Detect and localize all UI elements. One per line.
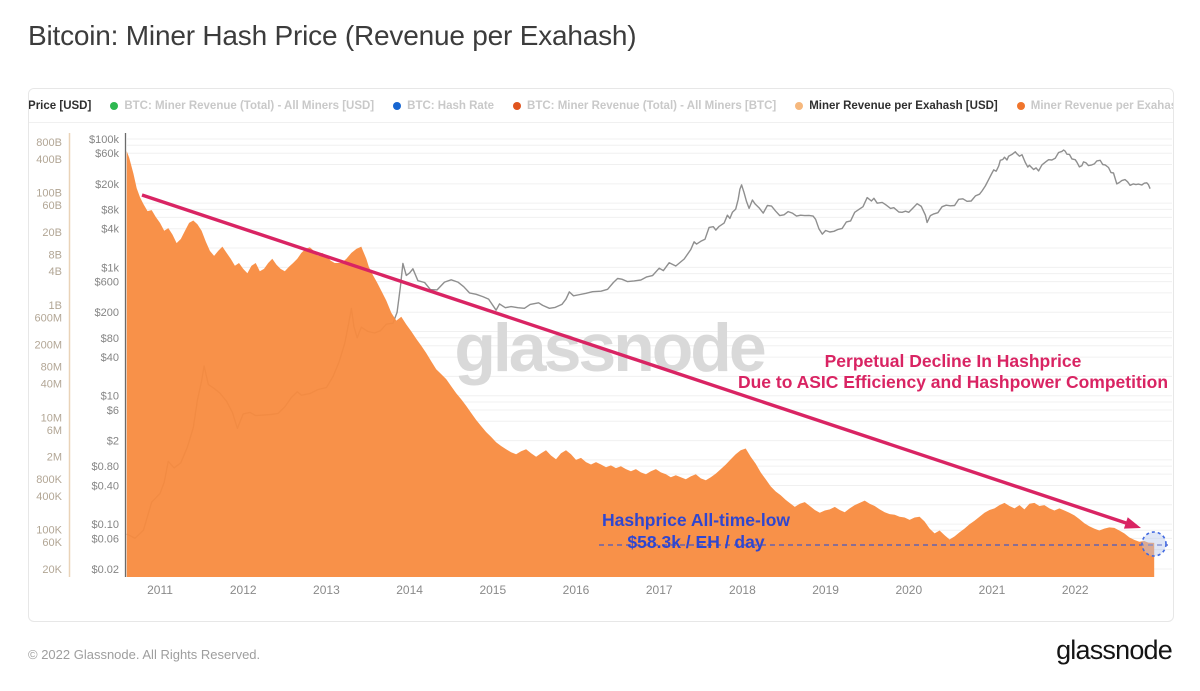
page-title: Bitcoin: Miner Hash Price (Revenue per E… <box>28 20 637 51</box>
glassnode-logo: glassnode <box>1056 635 1173 665</box>
eh-axis-tick: 400K <box>36 491 62 503</box>
legend-item-3[interactable]: BTC: Miner Revenue (Total) - All Miners … <box>513 100 776 112</box>
eh-axis-tick: 60B <box>42 200 62 212</box>
usd-axis-tick: $0.40 <box>91 480 119 492</box>
atl-annotation: $58.3k / EH / day <box>627 532 764 552</box>
year-axis-tick: 2021 <box>979 583 1006 597</box>
eh-axis-tick: 4B <box>49 266 62 278</box>
legend-series-dot <box>1016 101 1025 110</box>
year-axis-tick: 2013 <box>313 583 340 597</box>
eh-axis-tick: 20B <box>42 227 62 239</box>
legend: BTC: Price [USD] BTC: Miner Revenue (Tota… <box>29 89 1173 123</box>
atl-highlight-circle <box>1141 531 1167 557</box>
eh-axis-tick: 10M <box>41 412 62 424</box>
legend-item-label: Miner Revenue per Exahash [BTC] <box>1030 99 1173 112</box>
usd-axis-tick: $80 <box>101 333 119 345</box>
year-axis-tick: 2018 <box>729 583 756 597</box>
year-axis-tick: 2016 <box>563 583 590 597</box>
eh-axis-tick: 2M <box>47 452 62 464</box>
usd-axis-tick: $6 <box>107 405 119 417</box>
legend-series-dot <box>393 101 402 110</box>
eh-axis-tick: 80M <box>41 362 62 374</box>
legend-series-dot <box>795 101 804 110</box>
eh-axis-tick: 400B <box>36 154 62 166</box>
usd-axis-tick: $60k <box>95 148 119 160</box>
usd-axis-tick: $0.02 <box>91 564 119 576</box>
eh-axis-tick: 600M <box>34 313 62 325</box>
legend-item-2[interactable]: BTC: Hash Rate <box>393 100 494 112</box>
usd-axis-tick: $20k <box>95 179 119 191</box>
usd-axis-tick: $0.10 <box>91 519 119 531</box>
legend-series-dot <box>513 101 522 110</box>
atl-annotation: Hashprice All-time-low <box>602 510 790 530</box>
usd-axis-tick: $100k <box>89 134 119 146</box>
usd-axis-tick: $2 <box>107 436 119 448</box>
trend-arrow-line <box>141 193 1130 526</box>
eh-axis-tick: 800B <box>36 137 62 149</box>
usd-axis-tick: $600 <box>95 277 119 289</box>
legend-series-dot <box>110 101 119 110</box>
year-axis-tick: 2020 <box>895 583 922 597</box>
usd-axis-tick: $10 <box>101 391 119 403</box>
year-axis-tick: 2022 <box>1062 583 1089 597</box>
legend-item-5[interactable]: Miner Revenue per Exahash [BTC] <box>1016 99 1173 112</box>
year-axis-tick: 2015 <box>479 583 506 597</box>
eh-axis-tick: 8B <box>49 249 62 261</box>
eh-axis-tick: 40M <box>41 379 62 391</box>
year-axis-tick: 2017 <box>646 583 673 597</box>
year-axis-tick: 2011 <box>147 583 173 597</box>
glassnode-watermark: glassnode <box>454 310 764 386</box>
usd-axis-tick: $4k <box>101 224 119 236</box>
usd-axis-tick: $0.06 <box>91 533 119 545</box>
eh-axis-tick: 100K <box>36 525 62 537</box>
eh-axis-tick: 6M <box>47 425 62 437</box>
usd-axis-tick: $0.80 <box>91 461 119 473</box>
eh-axis-tick: 800K <box>36 474 62 486</box>
year-axis-tick: 2014 <box>396 583 423 597</box>
usd-axis-tick: $8k <box>101 204 119 216</box>
eh-axis-tick: 200M <box>34 339 62 351</box>
chart-card: BTC: Price [USD] BTC: Miner Revenue (Tota… <box>28 88 1174 622</box>
trend-arrow-head <box>1123 517 1141 529</box>
perpetual-decline-annotation: Perpetual Decline In Hashprice <box>825 351 1082 371</box>
year-axis-tick: 2019 <box>812 583 839 597</box>
legend-item-label: BTC: Hash Rate <box>407 99 495 112</box>
usd-axis-tick: $40 <box>101 352 119 364</box>
legend-item-label: Miner Revenue per Exahash [USD] <box>809 99 998 112</box>
legend-item-label: BTC: Price [USD] <box>28 99 92 112</box>
legend-item-1[interactable]: BTC: Miner Revenue (Total) - All Miners … <box>110 100 374 112</box>
legend-item-label: BTC: Miner Revenue (Total) - All Miners … <box>124 99 375 112</box>
eh-axis-tick: 100B <box>36 188 62 200</box>
legend-item-label: BTC: Miner Revenue (Total) - All Miners … <box>527 99 777 112</box>
eh-axis-tick: 20K <box>42 564 62 576</box>
legend-item-4[interactable]: Miner Revenue per Exahash [USD] <box>795 100 998 112</box>
year-axis-tick: 2012 <box>230 583 257 597</box>
eh-axis-tick: 1B <box>49 300 62 312</box>
perpetual-decline-annotation: Due to ASIC Efficiency and Hashpower Com… <box>738 372 1168 392</box>
hashprice-area <box>126 151 1155 577</box>
usd-axis-tick: $200 <box>95 307 119 319</box>
footer-copyright: © 2022 Glassnode. All Rights Reserved. <box>28 647 261 662</box>
eh-axis-tick: 60K <box>42 537 62 549</box>
legend-item-0[interactable]: BTC: Price [USD] <box>28 99 92 112</box>
usd-axis-tick: $1k <box>101 262 119 274</box>
